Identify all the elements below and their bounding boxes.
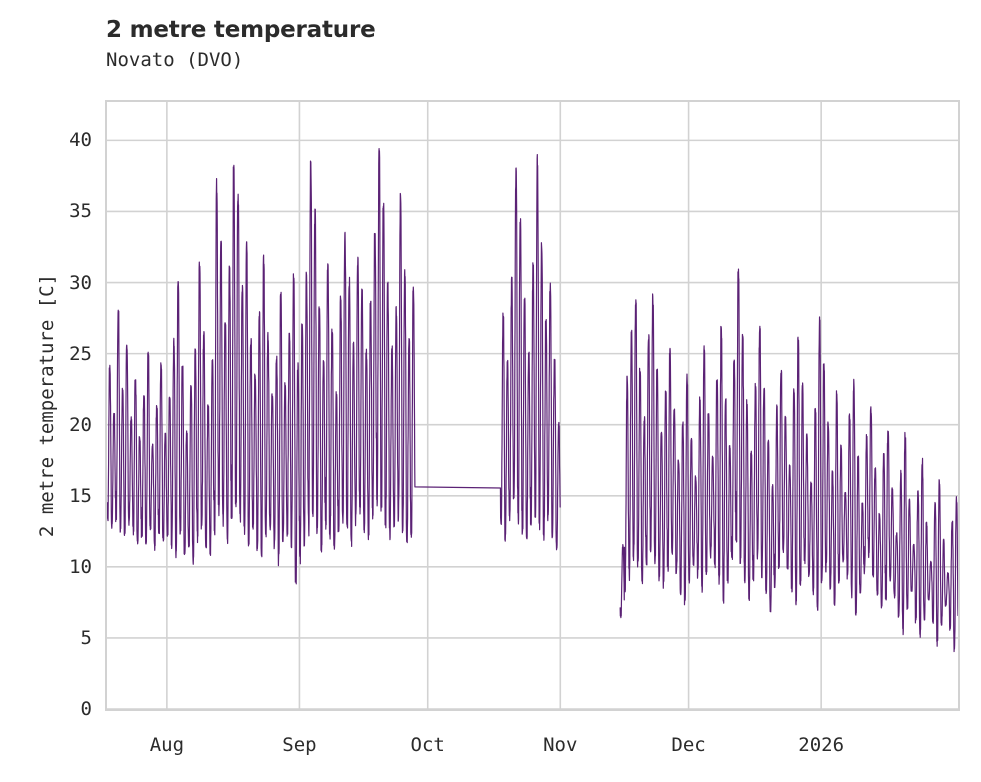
x-axis-tick-label: 2026	[798, 734, 845, 756]
plot-area	[105, 100, 960, 711]
y-axis-tick-label: 30	[69, 271, 92, 294]
series-line	[107, 148, 561, 585]
series-line	[619, 268, 958, 653]
y-axis-tick-label: 10	[69, 555, 92, 578]
x-axis-tick-label: Nov	[543, 734, 578, 756]
y-axis-tick-label: 5	[80, 626, 92, 649]
x-axis-tick-label: Dec	[671, 734, 706, 756]
y-axis-tick-label: 40	[69, 129, 92, 152]
temperature-timeseries-plot	[107, 102, 958, 709]
x-axis-tick-label: Oct	[410, 734, 445, 756]
y-axis-tick-label: 20	[69, 413, 92, 436]
chart-subtitle: Novato (DVO)	[106, 49, 244, 71]
page-title: 2 metre temperature	[106, 17, 376, 43]
y-axis-tick-label: 25	[69, 342, 92, 365]
title-block: 2 metre temperature Novato (DVO)	[106, 16, 806, 73]
series-2-metre-temperature	[107, 148, 958, 653]
y-axis-tick-label: 15	[69, 484, 92, 507]
y-axis-tick-label: 35	[69, 200, 92, 223]
y-axis-tick-label: 0	[80, 698, 92, 720]
x-axis-tick-label: Sep	[282, 734, 317, 756]
x-axis-tick-label: Aug	[149, 734, 185, 756]
